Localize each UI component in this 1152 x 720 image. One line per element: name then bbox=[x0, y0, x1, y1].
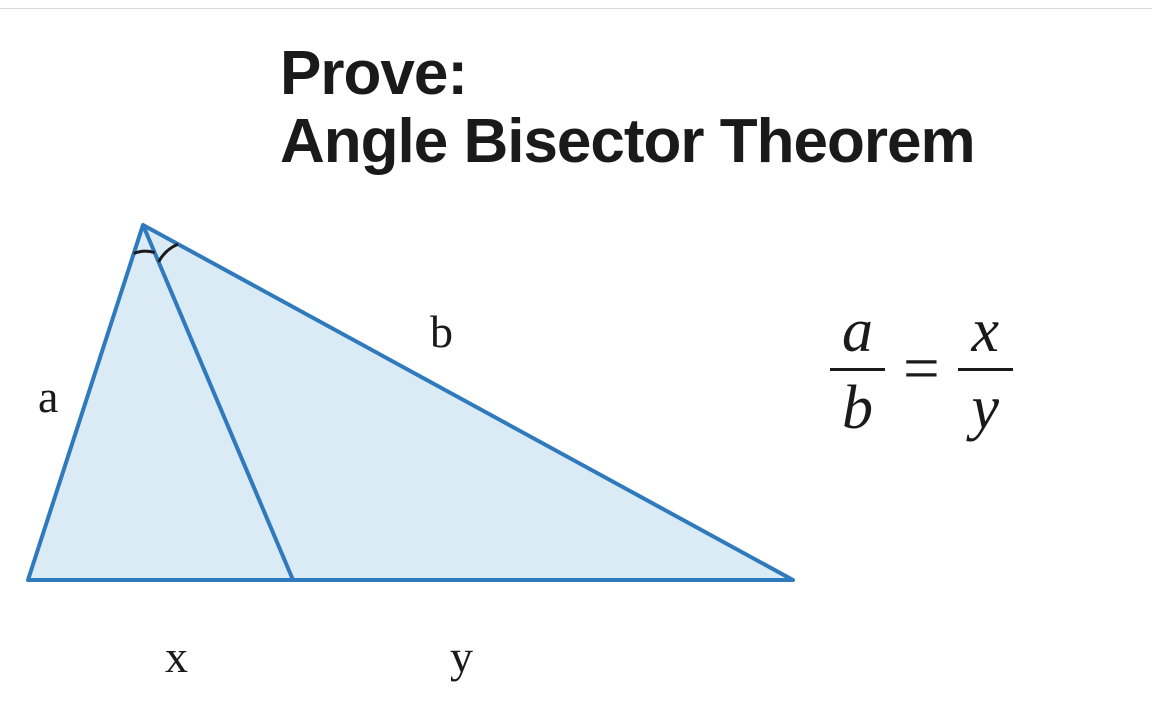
fraction-bar-left bbox=[830, 368, 885, 371]
denominator-b: b bbox=[842, 377, 873, 439]
numerator-a: a bbox=[842, 300, 873, 362]
label-b: b bbox=[430, 305, 453, 358]
fraction-x-over-y: x y bbox=[958, 300, 1013, 439]
theorem-equation: a b = x y bbox=[830, 300, 1013, 439]
label-y: y bbox=[450, 630, 473, 683]
label-a: a bbox=[38, 370, 58, 423]
denominator-y: y bbox=[971, 377, 999, 439]
triangle-shape bbox=[28, 225, 793, 580]
numerator-x: x bbox=[971, 300, 999, 362]
equals-sign: = bbox=[903, 332, 940, 407]
fraction-bar-right bbox=[958, 368, 1013, 371]
fraction-a-over-b: a b bbox=[830, 300, 885, 439]
label-x: x bbox=[165, 630, 188, 683]
